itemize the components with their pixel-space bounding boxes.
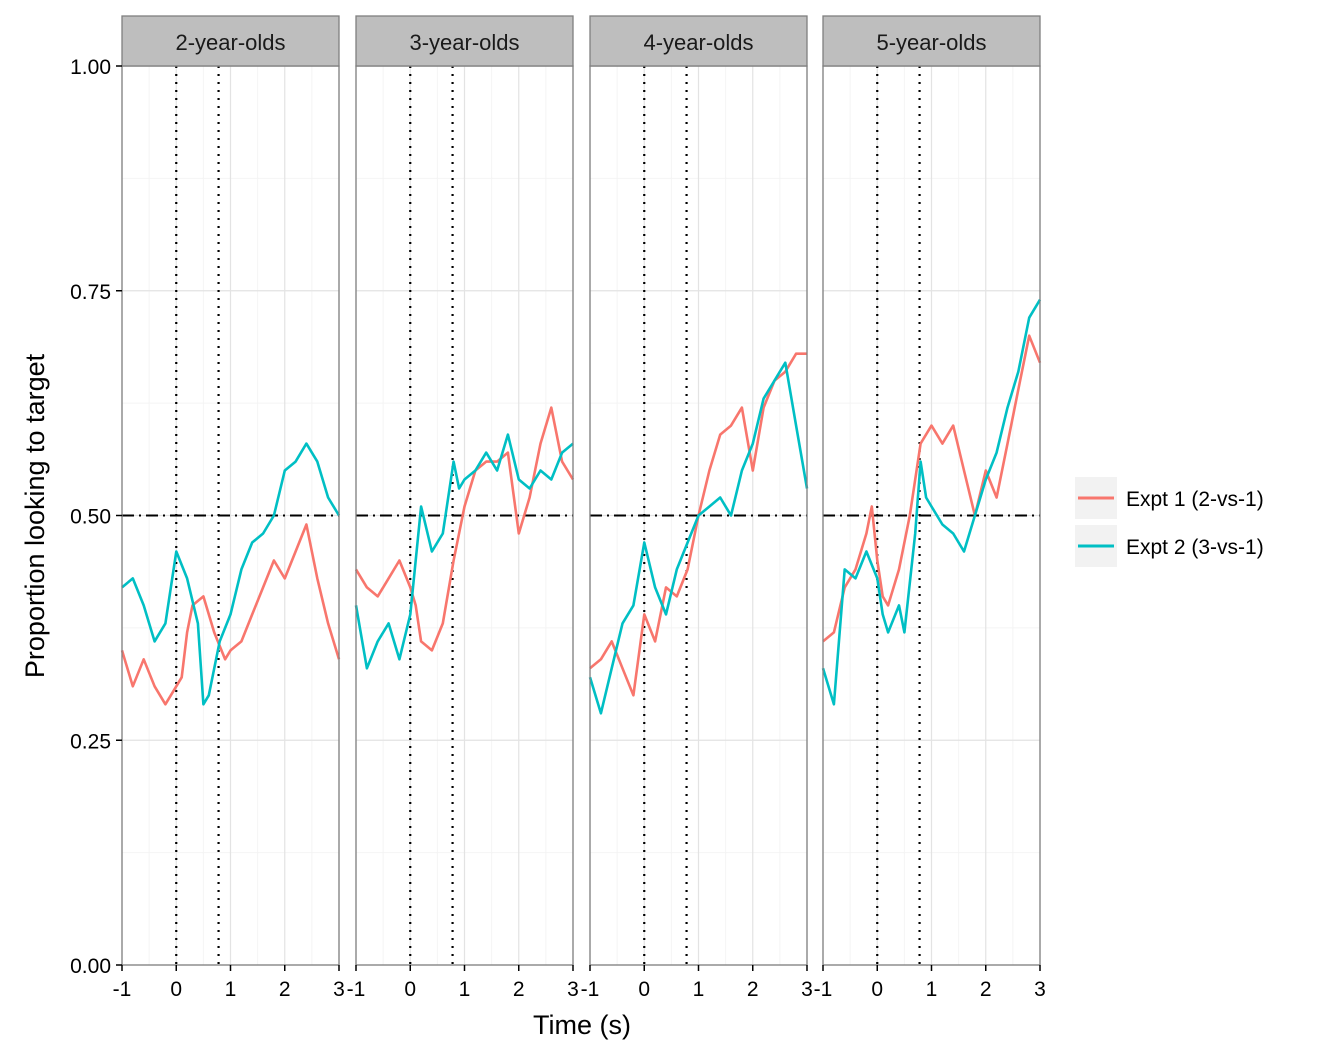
y-tick-label: 1.00 — [70, 56, 111, 79]
x-tick-label: 1 — [693, 978, 705, 1001]
x-tick-label: 0 — [404, 978, 416, 1001]
x-tick-label: 1 — [926, 978, 938, 1001]
x-tick-label: 3 — [801, 978, 813, 1001]
y-tick-label: 0.75 — [70, 281, 111, 304]
y-axis: 0.00 0.25 0.50 0.75 1.00 — [70, 56, 122, 978]
legend: Expt 1 (2-vs-1) Expt 2 (3-vs-1) — [1073, 475, 1264, 569]
x-tick-label: 0 — [871, 978, 883, 1001]
x-tick-label: 2 — [980, 978, 992, 1001]
x-tick-label: -1 — [581, 978, 600, 1001]
y-tick-label: 0.50 — [70, 506, 111, 529]
x-tick-label: 2 — [279, 978, 291, 1001]
legend-label-expt2: Expt 2 (3-vs-1) — [1126, 536, 1264, 559]
facet-panel-4: 5-year-olds — [821, 15, 1042, 966]
facet-strip-label: 5-year-olds — [876, 30, 986, 55]
x-tick-label: 2 — [513, 978, 525, 1001]
y-tick-label: 0.25 — [70, 730, 111, 753]
series-line-expt2 — [821, 299, 1042, 706]
legend-label-expt1: Expt 1 (2-vs-1) — [1126, 488, 1264, 511]
series-line-expt1 — [120, 523, 341, 706]
x-axis-title: Time (s) — [533, 1010, 631, 1040]
series-line-expt2 — [588, 361, 809, 715]
facet-panel-3: 4-year-olds — [588, 15, 809, 966]
y-tick-label: 0.00 — [70, 955, 111, 978]
x-tick-label: 3 — [1034, 978, 1046, 1001]
facet-panel-1: 2-year-olds — [120, 15, 341, 966]
x-tick-label: 3 — [333, 978, 345, 1001]
panels-layer: 2-year-olds 3-year-olds 4-year-olds 5-year-… — [120, 15, 1042, 966]
facet-strip — [589, 15, 808, 67]
series-line-expt2 — [354, 433, 574, 670]
x-tick-label: -1 — [814, 978, 833, 1001]
x-axis: -1 0 1 2 3 -1 0 1 2 3 -1 0 1 2 3 -1 0 1 2 3 — [113, 965, 1046, 1001]
y-axis-title: Proportion looking to target — [20, 353, 50, 678]
series-line-expt2 — [121, 442, 341, 706]
x-tick-label: 1 — [459, 978, 471, 1001]
x-tick-label: -1 — [347, 978, 366, 1001]
x-tick-label: 1 — [225, 978, 237, 1001]
facet-panel-2: 3-year-olds — [354, 15, 575, 966]
facet-strip-label: 4-year-olds — [643, 30, 753, 55]
x-tick-label: 2 — [747, 978, 759, 1001]
x-tick-label: -1 — [113, 978, 132, 1001]
x-tick-label: 0 — [170, 978, 182, 1001]
facet-strip — [822, 15, 1041, 67]
facet-strip — [355, 15, 574, 67]
series-line-expt1 — [822, 334, 1042, 643]
x-tick-label: 0 — [638, 978, 650, 1001]
x-tick-label: 3 — [567, 978, 579, 1001]
series-line-expt1 — [354, 406, 575, 652]
facet-strip-label: 2-year-olds — [175, 30, 285, 55]
facet-strip-label: 3-year-olds — [409, 30, 519, 55]
facet-strip — [121, 15, 340, 67]
